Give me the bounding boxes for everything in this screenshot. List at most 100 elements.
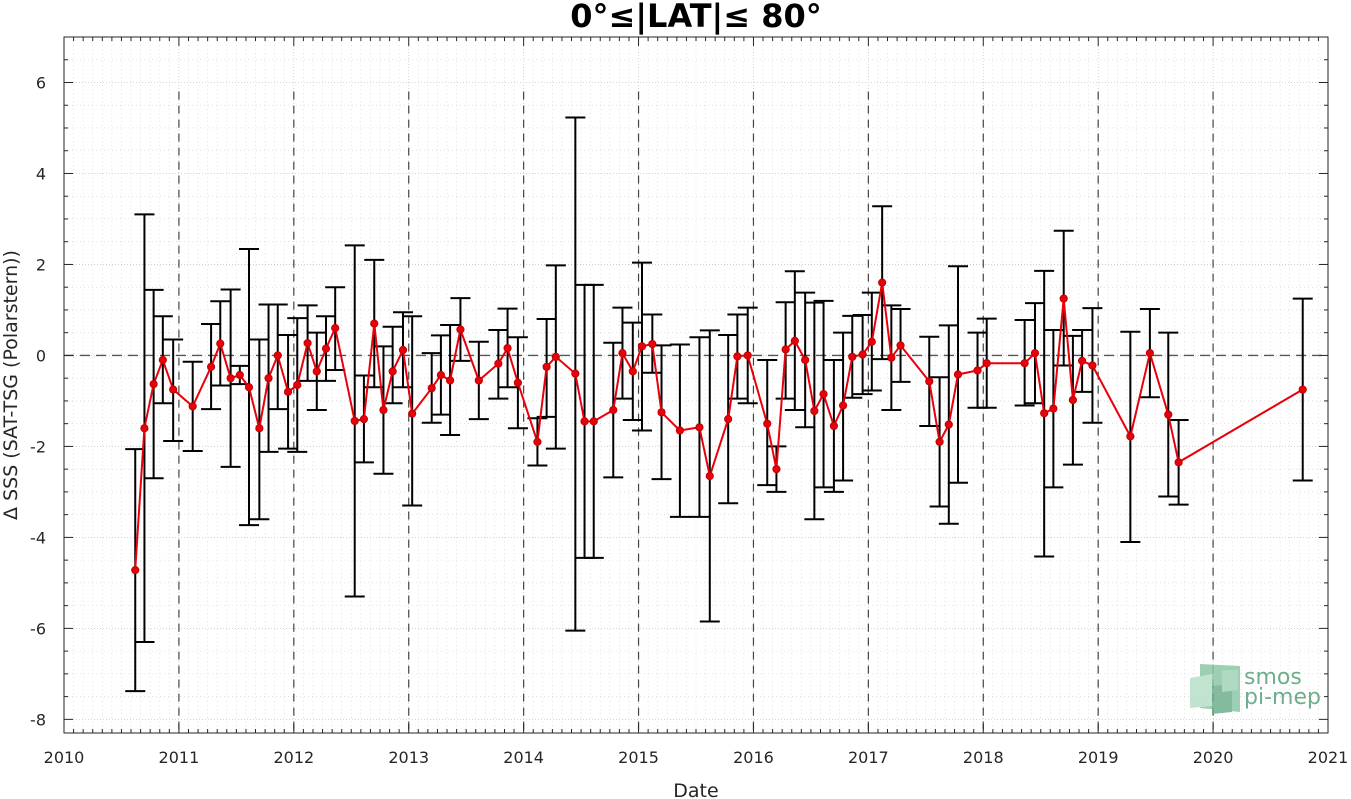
data-point (1049, 404, 1058, 413)
axis-ticks (63, 36, 1329, 733)
data-point (169, 385, 178, 394)
y-tick-label: -2 (30, 437, 46, 456)
chart-title: 0°≤|LAT|≤ 80° (570, 0, 821, 36)
data-point (848, 352, 857, 361)
data-point (273, 351, 282, 360)
data-point (149, 379, 158, 389)
data-point (370, 319, 379, 328)
y-axis-label: Δ SSS (SAT-TSG (Polarstern)) (0, 250, 22, 520)
logo-line1: smos (1244, 665, 1302, 690)
data-point (953, 370, 963, 379)
data-point (255, 424, 264, 433)
y-tick-labels: -8 -6 -4 -2 0 2 4 6 (30, 73, 46, 729)
data-point (982, 359, 991, 368)
y-tick-label: -4 (30, 528, 46, 547)
data-point (456, 325, 465, 334)
data-point (571, 369, 580, 378)
data-point (1088, 361, 1097, 370)
data-point (838, 401, 848, 410)
data-point (283, 387, 293, 396)
series-markers (131, 278, 1307, 575)
data-point (303, 339, 312, 348)
data-point (648, 339, 657, 349)
data-point (705, 471, 714, 481)
year-separator-lines (178, 91, 1214, 733)
data-point (359, 415, 369, 424)
y-tick-label: 2 (36, 255, 46, 274)
x-tick-label: 2020 (1193, 748, 1234, 767)
x-tick-label: 2018 (963, 748, 1004, 767)
data-point (675, 426, 685, 435)
x-tick-labels: 2010 2011 2012 2013 2014 2015 2016 2017 2018 2019… (44, 748, 1349, 767)
data-point (896, 341, 905, 350)
data-point (657, 408, 666, 417)
data-point (1145, 349, 1154, 358)
data-point (533, 437, 542, 446)
data-point (790, 336, 799, 345)
data-point (1174, 458, 1183, 467)
data-point (1068, 395, 1078, 405)
data-point (801, 355, 810, 365)
y-tick-label: -6 (30, 619, 46, 638)
y-tick-label: -8 (30, 710, 46, 729)
data-point (312, 367, 321, 376)
data-point (542, 362, 551, 371)
data-point (235, 370, 244, 380)
data-point (216, 339, 225, 348)
data-point (188, 402, 197, 411)
data-point (226, 374, 235, 383)
x-tick-label: 2013 (388, 748, 429, 767)
data-point (140, 424, 149, 433)
data-point (331, 324, 340, 333)
data-point (379, 405, 388, 415)
x-tick-label: 2011 (159, 748, 200, 767)
data-point (1059, 294, 1068, 303)
data-point (503, 344, 512, 353)
data-point (158, 355, 167, 365)
data-point (131, 566, 140, 575)
data-point (628, 367, 637, 376)
data-point (1020, 359, 1029, 368)
data-point (589, 417, 598, 426)
x-tick-label: 2014 (503, 748, 544, 767)
data-point (695, 423, 704, 432)
y-tick-label: 6 (36, 73, 46, 92)
data-point (772, 465, 781, 474)
data-point (551, 352, 560, 361)
data-point (436, 370, 446, 380)
data-point (887, 353, 896, 362)
x-tick-label: 2015 (618, 748, 659, 767)
data-point (1030, 349, 1040, 358)
data-point (264, 374, 273, 383)
data-point (398, 345, 408, 355)
data-point (724, 415, 733, 424)
data-point (1040, 409, 1049, 418)
data-point (293, 380, 302, 390)
data-point (580, 417, 589, 426)
data-point (829, 421, 838, 431)
logo-line2: pi-mep (1244, 685, 1321, 710)
data-point (408, 409, 417, 418)
data-point (618, 349, 627, 358)
data-point (206, 362, 216, 371)
data-point (1164, 410, 1173, 419)
smos-cube-logo-icon (1190, 664, 1240, 714)
data-point (637, 342, 647, 351)
data-point (244, 383, 254, 392)
x-tick-label: 2012 (273, 748, 314, 767)
data-point (1077, 356, 1087, 365)
data-point (935, 437, 944, 446)
data-point (609, 405, 618, 415)
data-point (513, 378, 522, 387)
data-point (494, 359, 503, 368)
x-tick-label: 2010 (44, 748, 85, 767)
data-point (445, 376, 455, 385)
x-tick-label: 2021 (1308, 748, 1349, 767)
data-point (973, 366, 982, 375)
data-point (321, 344, 331, 353)
data-point (763, 419, 772, 428)
data-point (781, 345, 790, 354)
data-point (427, 384, 436, 393)
data-point (388, 367, 397, 376)
